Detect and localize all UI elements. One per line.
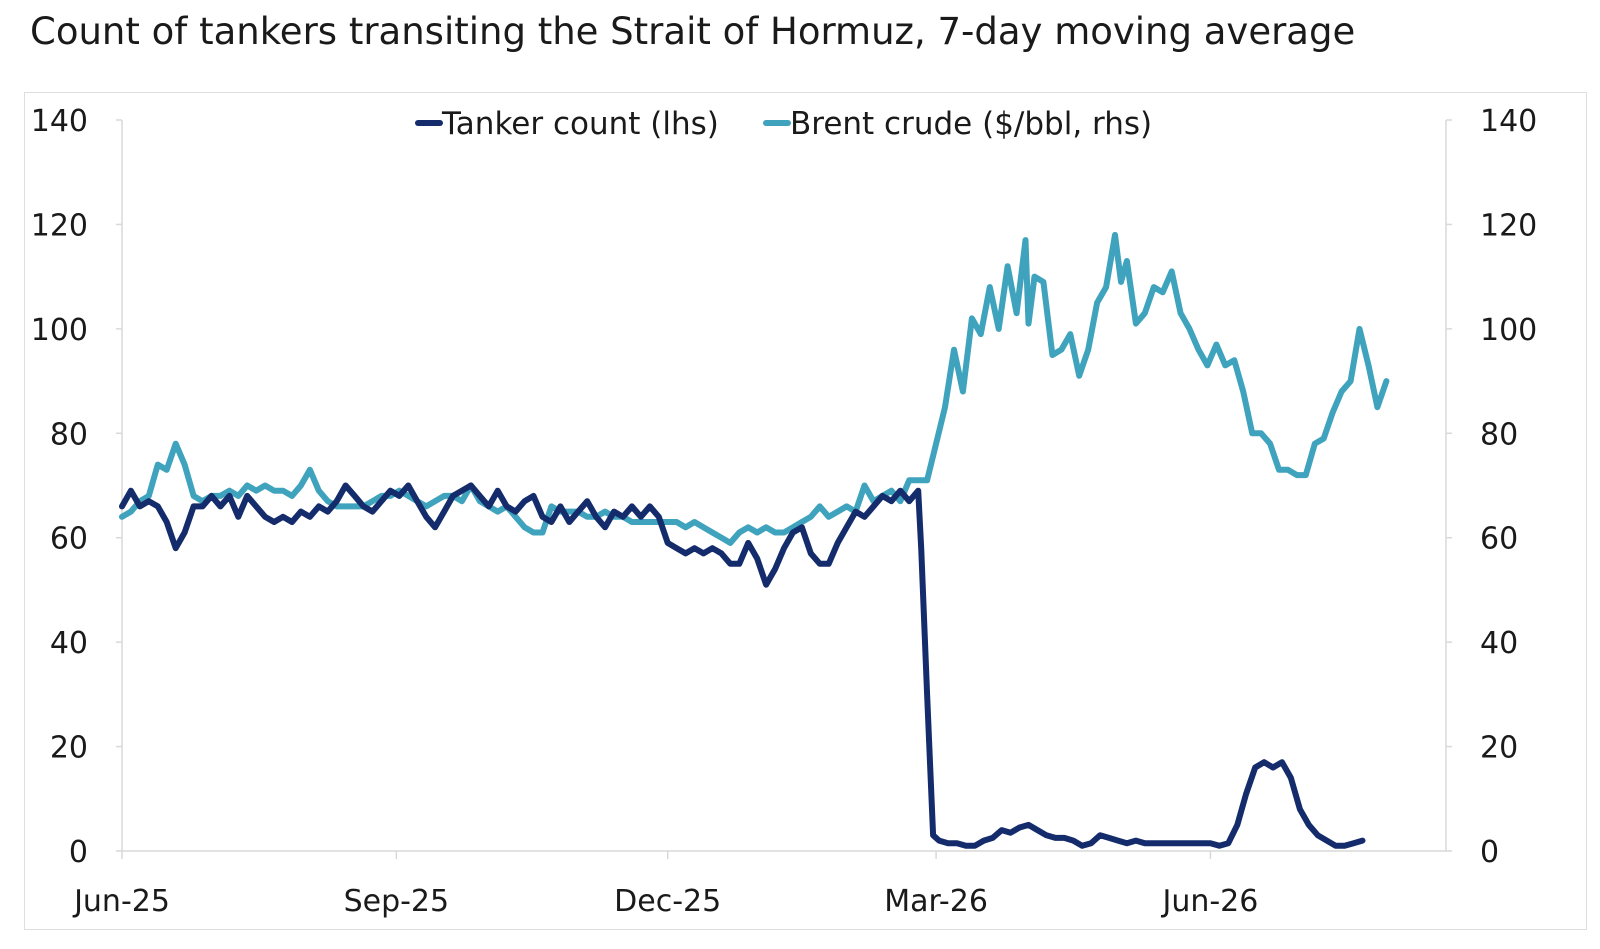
axes: 0 20 40 60 80 100 120 140 0 20 40 60 80 100 120 140 Jun-… [31, 104, 1538, 919]
y-right-tick-label: 0 [1480, 835, 1499, 870]
y-left-tick-label: 60 [50, 522, 88, 557]
x-tick-label: Dec-25 [614, 884, 721, 919]
x-tick-label: Mar-26 [884, 884, 988, 919]
x-tick-label: Jun-25 [72, 884, 170, 919]
y-right-tick-label: 100 [1480, 313, 1537, 348]
y-left-tick-label: 20 [50, 731, 88, 766]
series-lines [119, 231, 1390, 849]
y-right-tick-label: 20 [1480, 731, 1518, 766]
y-right-tick-label: 60 [1480, 522, 1518, 557]
tanker-count-line [119, 482, 1366, 849]
y-left-tick-label: 40 [50, 626, 88, 661]
y-right-tick-label: 40 [1480, 626, 1518, 661]
y-right-tick-label: 140 [1480, 104, 1537, 139]
y-left-tick-label: 140 [31, 104, 88, 139]
y-left-tick-label: 120 [31, 208, 88, 243]
chart-title: Count of tankers transiting the Strait o… [30, 10, 1356, 53]
y-right-tick-label: 80 [1480, 417, 1518, 452]
y-left-tick-label: 0 [69, 835, 88, 870]
y-left-tick-label: 80 [50, 417, 88, 452]
y-left-tick-label: 100 [31, 313, 88, 348]
chart-frame [24, 92, 1587, 930]
x-tick-label: Sep-25 [344, 884, 450, 919]
y-right-tick-label: 120 [1480, 208, 1537, 243]
legend-label: Brent crude ($/bbl, rhs) [790, 106, 1152, 142]
legend-label: Tanker count (lhs) [441, 106, 719, 142]
brent-crude-line [119, 231, 1390, 546]
legend: Tanker count (lhs) Brent crude ($/bbl, rh… [415, 106, 1152, 142]
x-tick-label: Jun-26 [1160, 884, 1258, 919]
